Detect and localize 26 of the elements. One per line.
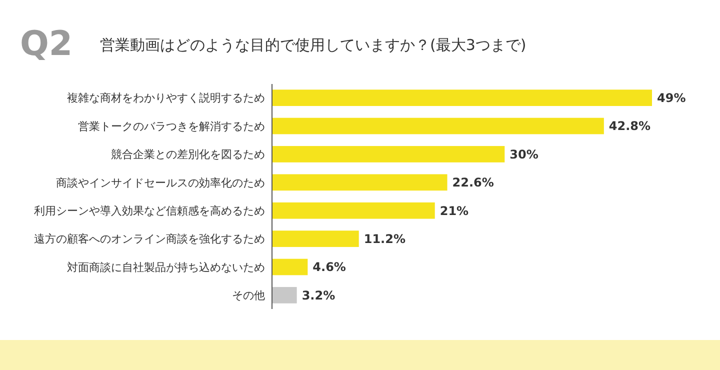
data-label: 49% (657, 91, 686, 106)
y-tick-label: 利用シーンや導入効果など信頼感を高めるため (34, 204, 265, 218)
data-label: 4.6% (312, 260, 346, 274)
bar (272, 118, 604, 134)
y-tick-label: 営業トークのバラつきを解消するため (78, 120, 265, 133)
bar (272, 258, 308, 276)
y-tick-label: 複雑な商材をわかりやすく説明するため (67, 92, 265, 105)
y-tick-label: 商談やインサイドセールスの効率化のため (56, 176, 265, 190)
y-tick-label: 遠方の顧客へのオンライン商談を強化するため (34, 232, 265, 246)
y-tick-label: 競合企業との差別化を図るため (111, 148, 265, 162)
data-label: 22.6% (452, 176, 494, 190)
data-label: 42.8% (608, 119, 651, 134)
y-tick-label: その他 (232, 289, 265, 302)
bar (272, 230, 359, 247)
text: Q2 (20, 24, 73, 64)
data-label: 21% (440, 204, 469, 218)
y-tick-label: 対面商談に自社製品が持ち込めないため (67, 260, 265, 274)
data-label: 30% (510, 147, 538, 162)
bar (272, 90, 652, 106)
bar (272, 287, 297, 304)
bar (272, 202, 435, 219)
chart-title: 営業動画はどのような目的で使用していますか？(最大3つまで) (100, 36, 526, 54)
data-label: 11.2% (364, 232, 406, 246)
bar (272, 146, 505, 162)
data-label: 3.2% (302, 288, 336, 302)
bar (272, 174, 448, 191)
